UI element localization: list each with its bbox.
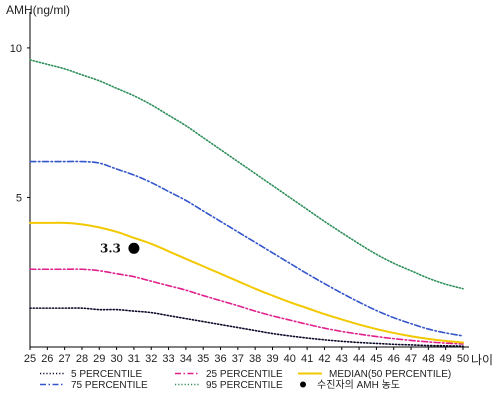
series-line-4 — [29, 221, 464, 344]
y-tick-label: 10 — [10, 43, 22, 55]
series-line-2 — [29, 160, 464, 337]
patient-amh-value-label: 3.3 — [100, 241, 121, 255]
series-line-1 — [29, 268, 464, 345]
x-tick-label: 28 — [76, 353, 88, 365]
legend-label: 수진자의 AMH 농도 — [317, 379, 400, 391]
x-tick-label: 33 — [162, 353, 174, 365]
x-tick-label: 41 — [301, 353, 313, 365]
x-tick-label: 34 — [180, 353, 192, 365]
x-tick-label: 44 — [353, 353, 365, 365]
patient-amh-point — [128, 242, 140, 254]
x-tick-label: 43 — [336, 353, 348, 365]
legend-label: MEDIAN(50 PERCENTILE) — [329, 369, 451, 380]
x-tick-label: 26 — [41, 353, 53, 365]
legend: 5 PERCENTILE 25 PERCENTILE MEDIAN(50 PERCE… — [40, 369, 451, 391]
x-tick-label: 36 — [214, 353, 226, 365]
x-tick-label: 27 — [59, 353, 71, 365]
x-tick-label: 42 — [318, 353, 330, 365]
legend-label: 5 PERCENTILE — [71, 369, 142, 380]
legend-label: 75 PERCENTILE — [71, 380, 148, 391]
x-tick-label: 30 — [110, 353, 122, 365]
x-tick-label: 37 — [232, 353, 244, 365]
x-tick-label: 38 — [249, 353, 261, 365]
x-tick-label: 47 — [405, 353, 417, 365]
ticks: 25 26 27 28 29 30 31 32 33 34 35 36 37 38 39 40 41 42 43 44… — [10, 43, 469, 365]
x-tick-label: 25 — [24, 353, 36, 365]
x-tick-label: 35 — [197, 353, 209, 365]
x-tick-label: 45 — [370, 353, 382, 365]
x-tick-label: 32 — [145, 353, 157, 365]
series-line-0 — [29, 307, 464, 347]
x-tick-label: 50 — [457, 353, 469, 365]
legend-marker-patient-point — [300, 381, 306, 388]
x-axis-label: 나이 — [471, 353, 493, 367]
x-tick-label: 39 — [266, 353, 278, 365]
data-points: 3.3 — [100, 241, 140, 255]
axes — [29, 12, 469, 348]
y-tick-label: 5 — [16, 192, 22, 204]
legend-label: 95 PERCENTILE — [206, 380, 283, 391]
y-axis-label: AMH(ng/ml) — [6, 3, 70, 17]
x-tick-label: 48 — [422, 353, 434, 365]
x-tick-label: 40 — [284, 353, 296, 365]
x-tick-label: 29 — [93, 353, 105, 365]
x-tick-label: 46 — [388, 353, 400, 365]
x-tick-label: 31 — [128, 353, 140, 365]
x-tick-label: 49 — [440, 353, 452, 365]
series-line-3 — [29, 59, 464, 290]
series-lines — [29, 59, 464, 347]
legend-label: 25 PERCENTILE — [206, 369, 283, 380]
